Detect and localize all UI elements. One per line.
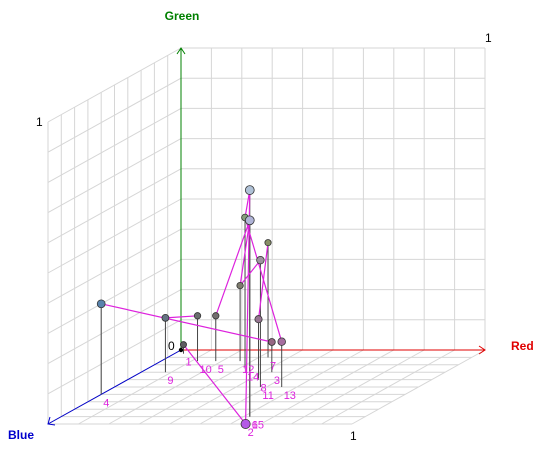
point-7 bbox=[264, 239, 272, 247]
green-axis-arrow bbox=[176, 47, 186, 55]
floor-gridline bbox=[321, 349, 455, 425]
point-label-2: 2 bbox=[248, 427, 254, 439]
point-label-7: 7 bbox=[270, 360, 276, 372]
point-label-5: 5 bbox=[218, 364, 224, 376]
point-label-3: 3 bbox=[274, 375, 280, 387]
y-end-tick-label: 1 bbox=[36, 115, 43, 129]
point-10 bbox=[193, 312, 202, 320]
connection-1-2 bbox=[182, 344, 247, 425]
floor-gridline bbox=[230, 349, 364, 425]
connection-lines bbox=[101, 189, 283, 425]
blue-axis-line bbox=[47, 349, 182, 425]
stems bbox=[100, 190, 283, 417]
point-label-10: 10 bbox=[200, 364, 212, 376]
side-gridline bbox=[47, 47, 182, 123]
red-axis-arrow bbox=[478, 345, 486, 355]
connection-9-10 bbox=[165, 315, 198, 319]
side-gridline bbox=[47, 138, 182, 214]
side-gridline bbox=[47, 198, 182, 274]
point-label-1: 1 bbox=[185, 357, 191, 369]
points bbox=[96, 185, 286, 429]
point-11 bbox=[256, 255, 265, 265]
point-8 bbox=[254, 315, 263, 324]
x-end-tick-label: 1 bbox=[485, 31, 492, 45]
point-13 bbox=[277, 337, 286, 346]
side-gridline bbox=[47, 107, 182, 183]
connection-5-6 bbox=[215, 220, 251, 317]
blue-axis-arrow bbox=[47, 416, 56, 426]
point-label-9: 9 bbox=[167, 375, 173, 387]
blue-axis-label: Blue bbox=[8, 428, 34, 442]
point-12 bbox=[236, 281, 244, 290]
point-label-6: 6 bbox=[252, 420, 258, 432]
grid bbox=[47, 47, 486, 425]
origin-dot bbox=[178, 347, 184, 353]
z-end-tick-label: 1 bbox=[350, 429, 357, 443]
point-label-12: 12 bbox=[242, 364, 254, 376]
origin-tick-label: 0 bbox=[168, 339, 175, 353]
connection-2-15 bbox=[245, 190, 251, 425]
green-axis-label: Green bbox=[165, 9, 200, 23]
point-2 bbox=[240, 418, 251, 429]
point-label-13: 13 bbox=[284, 390, 296, 402]
point-15 bbox=[244, 185, 255, 195]
point-5 bbox=[212, 312, 220, 320]
floor-gridline bbox=[290, 349, 425, 425]
connection-13-14 bbox=[244, 217, 283, 342]
floor-gridline bbox=[351, 349, 486, 425]
point-4 bbox=[96, 299, 106, 309]
red-axis-label: Red bbox=[511, 339, 534, 353]
connection-6-12 bbox=[239, 220, 251, 286]
point-label-8: 8 bbox=[261, 383, 267, 395]
point-label-11: 11 bbox=[262, 390, 273, 402]
axes bbox=[47, 47, 486, 426]
point-label-4: 4 bbox=[103, 397, 109, 409]
point-3 bbox=[267, 338, 276, 346]
side-gridline bbox=[47, 168, 182, 244]
point-6 bbox=[244, 215, 255, 226]
point-9 bbox=[161, 313, 170, 322]
floor-gridline bbox=[260, 349, 395, 425]
point-label-14: 14 bbox=[247, 372, 259, 384]
side-gridline bbox=[47, 77, 182, 153]
connection-3-4 bbox=[101, 303, 272, 343]
point-label-15: 15 bbox=[252, 420, 264, 432]
point-1 bbox=[179, 341, 187, 349]
connection-11-12 bbox=[239, 259, 261, 286]
